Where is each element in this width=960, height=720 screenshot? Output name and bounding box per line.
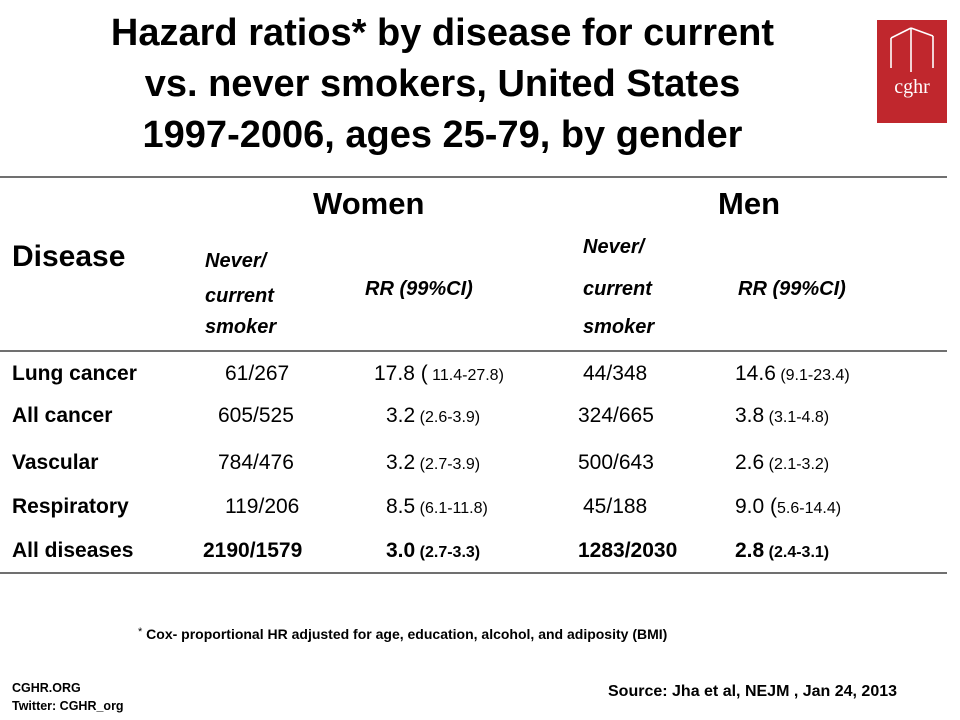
women-counts: 2190/1579 <box>203 539 303 562</box>
footnote: * Cox- proportional HR adjusted for age,… <box>138 626 667 642</box>
title-line-2: vs. never smokers, United States <box>144 63 741 105</box>
women-counts-header-3: smoker <box>205 316 277 338</box>
men-rr: 2.8 (2.4-3.1) <box>735 539 830 562</box>
men-counts-header-2: current <box>583 278 652 300</box>
women-counts-header-1: Never/ <box>205 250 267 272</box>
disease-label: All diseases <box>12 539 134 562</box>
men-rr-header: RR (99%CI) <box>738 278 846 300</box>
women-counts: 784/476 <box>218 451 294 474</box>
men-rr: 2.6 (2.1-3.2) <box>735 451 830 474</box>
title-line-3: 1997-2006, ages 25-79, by gender <box>142 114 743 156</box>
men-counts-header-3: smoker <box>583 316 655 338</box>
men-rr: 14.6 (9.1-23.4) <box>735 362 850 385</box>
women-rr: 3.2 (2.7-3.9) <box>386 451 481 474</box>
top-rule <box>0 176 947 178</box>
men-counts: 45/188 <box>583 495 648 518</box>
women-counts-header-2: current <box>205 285 274 307</box>
disease-label: Respiratory <box>12 495 129 518</box>
disease-header: Disease <box>12 240 126 273</box>
men-header: Men <box>718 186 780 221</box>
page-title: Hazard ratios* by disease for current vs… <box>20 8 865 161</box>
header-rule <box>0 350 947 352</box>
org-site: CGHR.ORG <box>12 681 81 695</box>
women-rr: 3.2 (2.6-3.9) <box>386 404 481 427</box>
women-rr: 3.0 (2.7-3.3) <box>386 539 481 562</box>
disease-label: Lung cancer <box>12 362 137 385</box>
men-counts-header-1: Never/ <box>583 236 645 258</box>
men-counts: 1283/2030 <box>578 539 678 562</box>
org-twitter: Twitter: CGHR_org <box>12 699 124 713</box>
title-line-1: Hazard ratios* by disease for current <box>110 12 775 54</box>
logo-mark-icon <box>890 27 934 72</box>
men-counts: 324/665 <box>578 404 654 427</box>
men-counts: 44/348 <box>583 362 648 385</box>
disease-label: All cancer <box>12 404 113 427</box>
cghr-logo: cghr <box>877 20 947 123</box>
women-counts: 605/525 <box>218 404 294 427</box>
women-header: Women <box>313 186 425 221</box>
women-rr-header: RR (99%CI) <box>365 278 473 300</box>
men-rr: 3.8 (3.1-4.8) <box>735 404 830 427</box>
org-info: CGHR.ORG Twitter: CGHR_org <box>12 679 124 715</box>
women-counts: 61/267 <box>225 362 290 385</box>
logo-text: cghr <box>894 76 930 98</box>
women-rr: 8.5 (6.1-11.8) <box>386 495 488 518</box>
bottom-rule <box>0 572 947 574</box>
footnote-text: Cox- proportional HR adjusted for age, e… <box>146 626 668 642</box>
women-counts: 119/206 <box>225 495 300 518</box>
women-rr: 17.8 ( 11.4-27.8) <box>374 362 504 385</box>
men-counts: 500/643 <box>578 451 654 474</box>
source-citation: Source: Jha et al, NEJM , Jan 24, 2013 <box>608 683 898 700</box>
disease-label: Vascular <box>12 451 99 474</box>
footnote-mark: * <box>138 626 143 638</box>
men-rr: 9.0 (5.6-14.4) <box>735 495 842 518</box>
